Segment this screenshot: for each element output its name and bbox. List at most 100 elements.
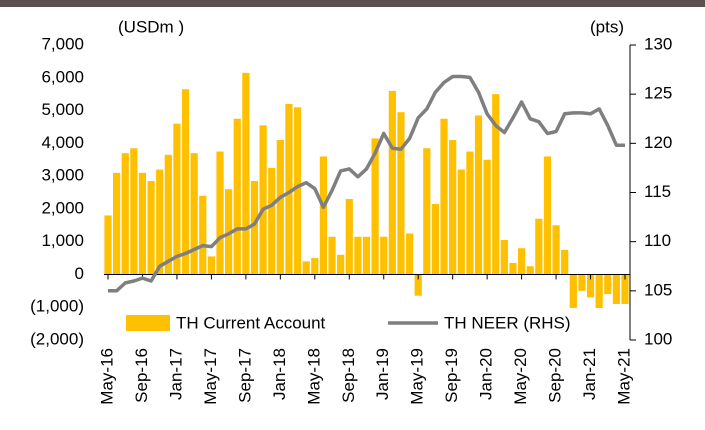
bar bbox=[268, 167, 276, 275]
bar bbox=[311, 258, 319, 275]
x-tick-label: May-16 bbox=[97, 348, 116, 405]
y2-tick-label: 130 bbox=[644, 34, 672, 53]
x-tick-label: Sep-18 bbox=[339, 348, 358, 403]
x-tick-label: Jan-19 bbox=[373, 348, 392, 400]
x-tick-label: Jan-18 bbox=[270, 348, 289, 400]
x-tick-label: Jan-17 bbox=[166, 348, 185, 400]
bar bbox=[337, 254, 345, 275]
x-tick-label: May-21 bbox=[614, 348, 633, 405]
bar bbox=[423, 148, 431, 275]
legend-label: TH NEER (RHS) bbox=[444, 313, 571, 332]
x-tick-label: Sep-19 bbox=[442, 348, 461, 403]
y-tick-label: 3,000 bbox=[41, 166, 84, 185]
y-tick-label: 5,000 bbox=[41, 100, 84, 119]
x-tick-label: Sep-17 bbox=[235, 348, 254, 403]
x-tick-label: May-18 bbox=[304, 348, 323, 405]
x-tick-label: Sep-16 bbox=[132, 348, 151, 403]
bar bbox=[156, 169, 164, 275]
y-tick-label: (2,000) bbox=[30, 329, 84, 348]
bar bbox=[362, 236, 371, 275]
legend-label: TH Current Account bbox=[176, 313, 326, 332]
bar bbox=[569, 274, 577, 318]
bar bbox=[500, 240, 508, 275]
left-unit: (USDm ) bbox=[118, 17, 184, 36]
bar bbox=[474, 115, 483, 275]
bar bbox=[276, 140, 284, 275]
bar bbox=[405, 233, 414, 275]
bar bbox=[397, 112, 405, 275]
bar bbox=[578, 274, 586, 291]
x-tick-label: May-20 bbox=[511, 348, 530, 405]
bar bbox=[250, 181, 259, 275]
bar bbox=[604, 274, 612, 295]
bar bbox=[164, 154, 172, 275]
bar bbox=[380, 236, 388, 275]
y-tick-label: (1,000) bbox=[30, 297, 84, 316]
legend-box bbox=[118, 308, 618, 338]
bar bbox=[354, 236, 362, 275]
bar bbox=[104, 215, 112, 275]
x-tick-label: May-19 bbox=[408, 348, 427, 405]
bar bbox=[431, 203, 440, 275]
y2-tick-label: 105 bbox=[644, 280, 672, 299]
bar bbox=[190, 153, 198, 275]
line bbox=[108, 74, 625, 293]
bar bbox=[113, 172, 121, 275]
y-tick-label: 2,000 bbox=[41, 198, 84, 217]
bar bbox=[242, 72, 250, 275]
bar bbox=[586, 274, 595, 298]
bar bbox=[328, 236, 336, 275]
y-tick-label: 0 bbox=[75, 264, 84, 283]
bar bbox=[552, 225, 560, 275]
bar bbox=[483, 159, 491, 275]
bar bbox=[130, 148, 138, 275]
y-tick-label: 4,000 bbox=[41, 133, 84, 152]
bar bbox=[293, 107, 302, 275]
bar bbox=[595, 274, 603, 313]
bar bbox=[457, 169, 465, 275]
bar bbox=[388, 90, 396, 275]
bar bbox=[612, 274, 620, 304]
right-unit: (pts) bbox=[590, 17, 624, 36]
y2-tick-label: 115 bbox=[644, 182, 671, 201]
legend-swatch bbox=[126, 315, 170, 331]
bar bbox=[543, 156, 552, 275]
y2-tick-label: 100 bbox=[644, 329, 672, 348]
bar bbox=[345, 199, 353, 275]
y-tick-label: 7,000 bbox=[41, 34, 84, 53]
y-tick-label: 6,000 bbox=[41, 67, 84, 86]
bar bbox=[199, 195, 207, 275]
bar bbox=[216, 151, 224, 275]
bar bbox=[449, 140, 457, 275]
top-bar bbox=[0, 0, 705, 7]
x-tick-label: Jan-20 bbox=[477, 348, 496, 400]
bar bbox=[181, 89, 190, 275]
bar bbox=[492, 94, 500, 275]
y2-tick-label: 120 bbox=[644, 133, 672, 152]
bar bbox=[319, 156, 328, 275]
y-tick-label: 1,000 bbox=[41, 231, 84, 250]
bar bbox=[440, 118, 448, 275]
bar bbox=[121, 153, 129, 275]
bar bbox=[233, 118, 241, 275]
bar bbox=[526, 266, 534, 275]
bar bbox=[535, 218, 543, 275]
y2-tick-label: 110 bbox=[644, 231, 671, 250]
x-tick-label: May-17 bbox=[201, 348, 220, 405]
bar bbox=[371, 138, 379, 275]
y2-tick-label: 125 bbox=[644, 84, 672, 103]
bar bbox=[207, 256, 215, 275]
bar bbox=[173, 123, 181, 275]
bar bbox=[285, 104, 293, 275]
bar bbox=[561, 249, 569, 275]
bar bbox=[466, 151, 474, 275]
bar bbox=[509, 262, 517, 275]
x-tick-label: Sep-20 bbox=[546, 348, 565, 403]
bar bbox=[302, 261, 310, 275]
bar bbox=[414, 274, 422, 296]
bar bbox=[147, 181, 155, 275]
bar bbox=[518, 248, 526, 275]
x-tick-label: Jan-21 bbox=[580, 348, 599, 400]
bar bbox=[138, 172, 147, 275]
